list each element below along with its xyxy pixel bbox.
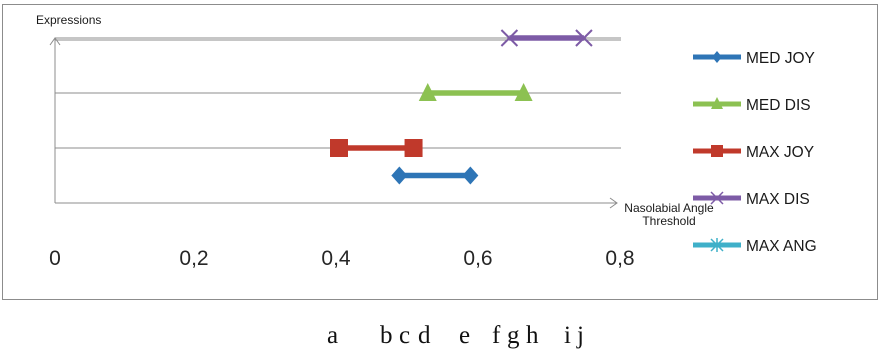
x-axis-title: Nasolabial Angle Threshold: [624, 201, 714, 228]
series-max-dis: [500, 29, 593, 47]
y-axis-title: Expressions: [36, 13, 101, 27]
caption-letter: d: [418, 322, 431, 349]
y-axis-arrow: [49, 37, 61, 46]
legend-marker: [712, 51, 722, 63]
legend-item: MAX ANG: [693, 238, 817, 255]
caption-letter: g: [507, 322, 520, 349]
x-axis-arrow: [609, 197, 618, 209]
legend-item: MED JOY: [693, 50, 815, 67]
data-point: [500, 29, 519, 47]
legend-marker: [710, 191, 724, 205]
data-point: [462, 166, 479, 185]
data-point: [330, 139, 348, 157]
series-med-dis: [418, 83, 533, 101]
caption-letter: a: [327, 322, 339, 349]
x-tick-label: 0: [49, 247, 61, 270]
caption-letters: a b c d e f g h i j: [0, 322, 882, 358]
legend-label: MAX DIS: [746, 191, 810, 208]
x-tick-label: 0,8: [605, 247, 634, 270]
legend-label: MED JOY: [746, 50, 815, 67]
series-lines: [330, 29, 593, 185]
legend-label: MAX ANG: [746, 238, 817, 255]
x-tick-labels: 0 0,2 0,4 0,6 0,8: [49, 247, 634, 270]
x-tick-label: 0,2: [179, 247, 208, 270]
series-med-joy: [391, 166, 479, 185]
caption-letter: h: [526, 322, 539, 349]
caption-letter: e: [459, 322, 471, 349]
caption-letter: b: [380, 322, 393, 349]
caption-letter: f: [492, 322, 501, 349]
x-axis-title-line: Threshold: [642, 214, 695, 228]
legend-marker: [711, 97, 723, 109]
data-point: [514, 83, 533, 101]
grid-lines: [55, 37, 621, 149]
data-point: [391, 166, 408, 185]
caption-letter: i: [564, 322, 571, 349]
data-point: [404, 139, 423, 157]
legend: MED JOY MED DIS MAX JOY MAX DIS MAX ANG: [693, 50, 817, 255]
legend-label: MED DIS: [746, 97, 811, 114]
series-max-joy: [330, 139, 423, 157]
legend-marker: [711, 145, 723, 157]
data-point: [575, 29, 593, 47]
caption-letter: j: [577, 322, 584, 349]
legend-item: MAX JOY: [693, 144, 814, 161]
data-point: [418, 83, 437, 101]
axes: Expressions Nasolabial Angle Threshold: [36, 13, 714, 228]
x-axis-title-line: Nasolabial Angle: [624, 201, 714, 215]
x-tick-label: 0,4: [321, 247, 351, 270]
legend-label: MAX JOY: [746, 144, 814, 161]
legend-marker: [710, 238, 724, 252]
x-tick-label: 0,6: [463, 247, 492, 270]
legend-item: MED DIS: [693, 97, 811, 114]
legend-item: MAX DIS: [693, 191, 810, 208]
caption-letter: c: [399, 322, 411, 349]
